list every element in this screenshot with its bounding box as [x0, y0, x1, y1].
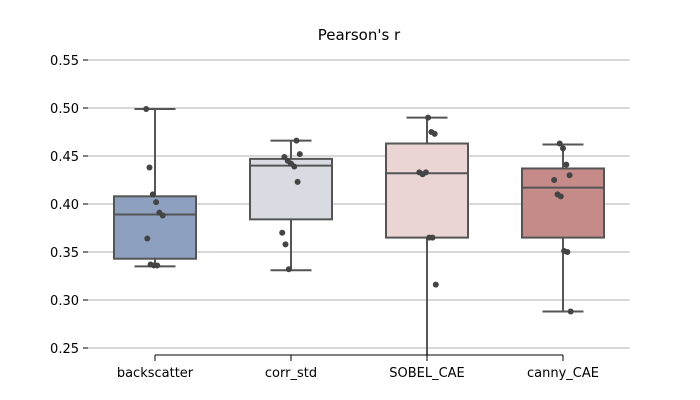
- data-point: [557, 193, 564, 200]
- box-canny_CAE: [521, 143, 605, 313]
- data-point: [431, 130, 438, 137]
- data-point: [149, 191, 156, 198]
- data-point: [560, 145, 566, 152]
- data-point: [566, 172, 573, 179]
- y-tick-label: 0.30: [50, 294, 79, 309]
- data-point: [154, 262, 161, 269]
- data-point: [291, 163, 298, 170]
- data-point: [429, 234, 436, 241]
- data-points: [143, 105, 574, 315]
- box-iqr: [521, 167, 605, 239]
- y-tick-label: 0.55: [50, 54, 79, 69]
- box-iqr: [249, 157, 333, 221]
- box-iqr: [385, 142, 469, 239]
- data-point: [432, 281, 439, 288]
- data-point: [146, 164, 153, 171]
- y-axis-ticks: 0.25 0.30 0.35 0.40 0.45 0.50 0.55: [50, 54, 88, 357]
- y-tick-label: 0.25: [50, 342, 79, 357]
- x-tick-label: canny_CAE: [527, 366, 599, 381]
- data-point: [567, 308, 574, 315]
- data-point: [293, 137, 300, 144]
- data-point: [282, 241, 289, 248]
- data-point: [422, 169, 429, 176]
- data-point: [556, 140, 563, 147]
- chart-title: Pearson's r: [318, 26, 401, 44]
- data-point: [296, 151, 303, 158]
- box-corr_std: [249, 139, 333, 272]
- data-point: [564, 249, 571, 255]
- data-point: [279, 229, 286, 236]
- x-tick-label: corr_std: [265, 366, 317, 381]
- data-point: [551, 177, 558, 183]
- box-SOBEL_CAE: [385, 116, 469, 355]
- boxes: [113, 107, 605, 355]
- data-point: [285, 266, 292, 273]
- data-point: [144, 235, 151, 242]
- data-point: [153, 199, 160, 206]
- y-tick-label: 0.45: [50, 150, 79, 165]
- box-backscatter: [113, 107, 197, 268]
- y-tick-label: 0.35: [50, 246, 79, 261]
- y-tick-label: 0.50: [50, 102, 79, 117]
- x-tick-label: SOBEL_CAE: [389, 366, 465, 381]
- y-tick-label: 0.40: [50, 198, 79, 213]
- box-iqr: [113, 195, 197, 260]
- data-point: [425, 114, 432, 121]
- x-tick-label: backscatter: [117, 366, 194, 381]
- x-axis: backscatter corr_std SOBEL_CAE canny_CAE: [117, 354, 599, 381]
- data-point: [563, 161, 570, 168]
- data-point: [143, 105, 150, 112]
- data-point: [159, 212, 166, 219]
- data-point: [294, 178, 301, 185]
